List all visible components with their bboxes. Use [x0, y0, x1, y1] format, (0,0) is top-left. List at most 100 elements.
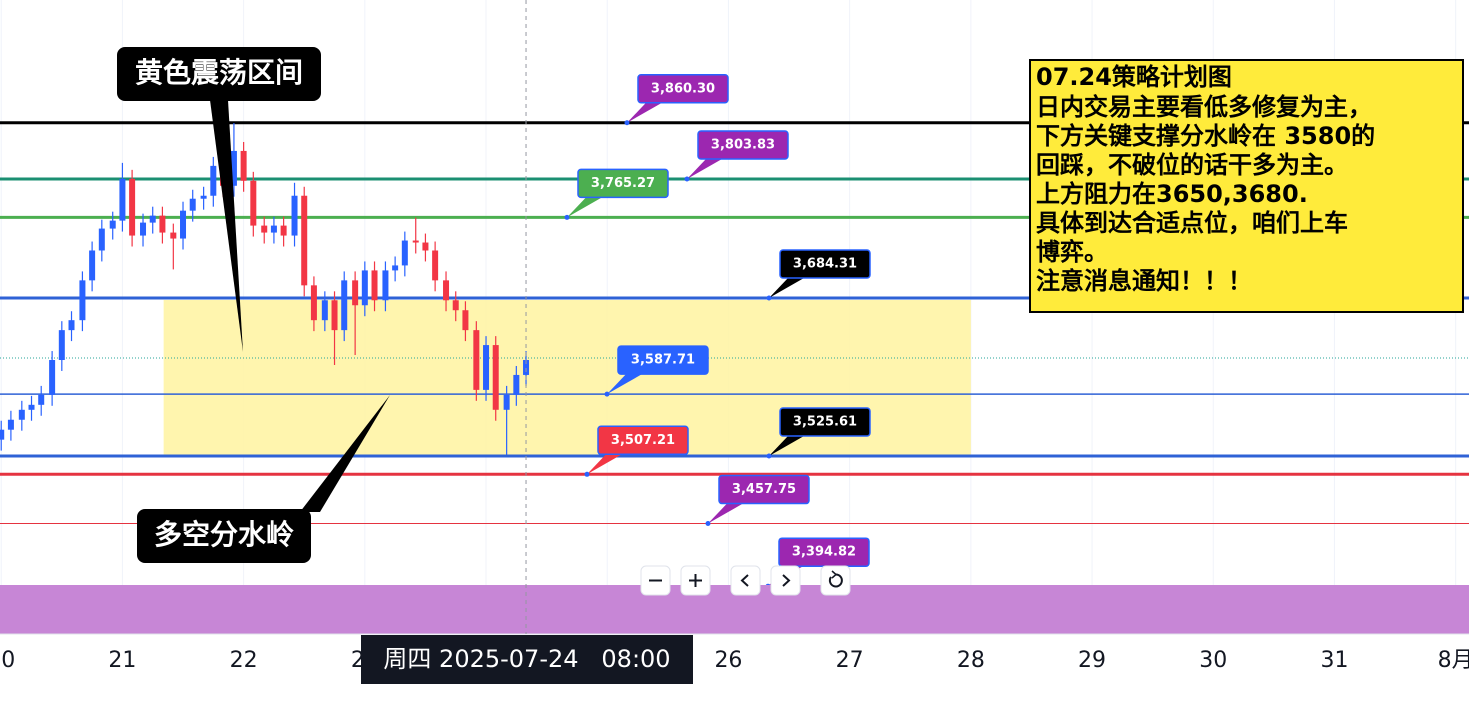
candle-body — [513, 374, 520, 395]
price-callout-pointer — [708, 503, 743, 524]
x-tick-label: 20 — [0, 648, 15, 673]
x-axis: 2021222324252627282930318月 — [0, 648, 1469, 673]
price-callout — [597, 425, 689, 456]
candle-body — [310, 285, 317, 321]
candle-body — [280, 225, 287, 236]
candle-body — [170, 232, 177, 239]
candle-body — [89, 250, 96, 281]
crosshair-label-box — [361, 635, 693, 684]
annotation-box — [137, 509, 311, 563]
candle-body — [301, 195, 308, 286]
candle-body — [261, 225, 268, 233]
annotation-text: 多空分水岭 — [154, 518, 294, 551]
price-anchor — [604, 391, 610, 397]
price-label: 3,394.82 — [792, 545, 856, 560]
candle-body — [270, 225, 277, 233]
candle-body — [38, 394, 45, 405]
candle-body — [189, 198, 196, 211]
price-callout-pointer — [567, 197, 602, 218]
candle-body — [412, 240, 419, 243]
candle-body — [382, 270, 389, 301]
candle-body — [422, 242, 429, 251]
candle-body — [341, 280, 348, 331]
x-tick-label: 27 — [836, 648, 864, 673]
price-label: 3,803.83 — [711, 137, 775, 152]
candle-body — [230, 150, 237, 186]
candle-body — [443, 280, 450, 301]
candle-body — [180, 210, 187, 239]
candle-body — [7, 419, 14, 430]
note-title: 07.24策略计划图 — [1036, 63, 1232, 91]
x-tick-label: 21 — [108, 648, 136, 673]
price-callout — [718, 474, 810, 505]
candle-body — [371, 270, 378, 301]
candle-body — [129, 178, 136, 236]
x-tick-label: 22 — [230, 648, 258, 673]
price-anchor — [624, 120, 630, 126]
price-label: 3,765.27 — [591, 176, 655, 191]
price-callout-pointer — [769, 277, 804, 298]
candle-body — [119, 178, 126, 221]
price-anchor — [766, 453, 772, 459]
price-label-layer: 3,860.30 3,803.83 3,765.27 3,684.31 3,587.71… — [564, 74, 871, 589]
candle-body — [210, 165, 217, 196]
price-label: 3,587.71 — [631, 353, 695, 368]
candle-body — [473, 330, 480, 390]
x-tick-label: 26 — [714, 648, 742, 673]
candle-body — [18, 409, 25, 420]
candle-body — [361, 270, 368, 306]
annotation-pointer — [210, 100, 243, 352]
candle-body — [492, 345, 499, 410]
price-label: 3,525.61 — [793, 414, 857, 429]
note-box — [1029, 59, 1464, 313]
candle-body — [58, 330, 65, 361]
note-line: 日内交易主要看低多修复为主， — [1036, 93, 1372, 121]
candle-body — [392, 265, 399, 271]
candle-body — [28, 404, 35, 410]
candle-body — [462, 310, 469, 331]
annotation-text: 黄色震荡区间 — [135, 56, 303, 89]
candle-body — [159, 215, 166, 233]
price-callout — [779, 407, 871, 437]
note-line: 具体到达合适点位，咱们上车 — [1036, 209, 1348, 237]
candle-body — [432, 250, 439, 281]
candle-body — [321, 300, 328, 321]
scroll-left-button[interactable] — [730, 565, 761, 596]
price-callout — [697, 130, 789, 160]
scroll-right-button[interactable] — [770, 565, 801, 596]
candle-layer — [0, 123, 530, 455]
price-callout — [637, 74, 729, 104]
crosshair-label: 周四 2025-07-24 08:00 — [383, 645, 670, 673]
candle-body — [250, 180, 257, 226]
price-callout-pointer — [587, 454, 622, 475]
candle-body — [483, 345, 490, 390]
x-tick-label: 28 — [957, 648, 985, 673]
price-callout-pointer — [627, 102, 662, 123]
candle-body — [401, 240, 408, 266]
note-line: 博弈。 — [1036, 238, 1108, 266]
zoom-in-button[interactable] — [680, 565, 711, 596]
price-callout — [577, 168, 669, 199]
reset-button[interactable] — [820, 565, 851, 596]
x-tick-label: 8月 — [1438, 648, 1469, 673]
candle-body — [240, 150, 247, 181]
x-tick-label: 30 — [1199, 648, 1227, 673]
price-label: 3,860.30 — [651, 81, 715, 96]
note-line: 上方阻力在3650,3680. — [1036, 180, 1308, 208]
candle-body — [98, 228, 105, 251]
candle-body — [200, 195, 207, 199]
candle-body — [291, 195, 298, 236]
price-label: 3,457.75 — [732, 482, 796, 497]
price-label: 3,684.31 — [793, 256, 857, 271]
candle-body — [331, 300, 338, 331]
candle-body — [0, 429, 5, 440]
price-callout-pointer — [687, 158, 722, 179]
price-callout-pointer — [769, 435, 804, 456]
note-line: 回踩，不破位的话干多为主。 — [1036, 151, 1348, 179]
price-callout — [617, 345, 709, 375]
price-anchor — [766, 295, 772, 301]
candle-body — [68, 320, 75, 331]
zoom-out-button[interactable] — [640, 565, 671, 596]
